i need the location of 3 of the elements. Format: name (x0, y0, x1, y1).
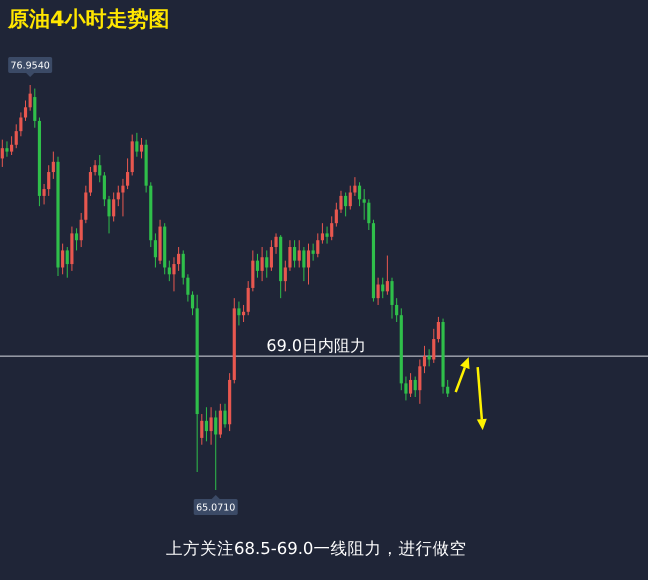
annotation: 65.0710 (196, 502, 236, 514)
title: 原油4小时走势图 (8, 7, 170, 31)
annotation: 76.9540 (10, 60, 50, 72)
